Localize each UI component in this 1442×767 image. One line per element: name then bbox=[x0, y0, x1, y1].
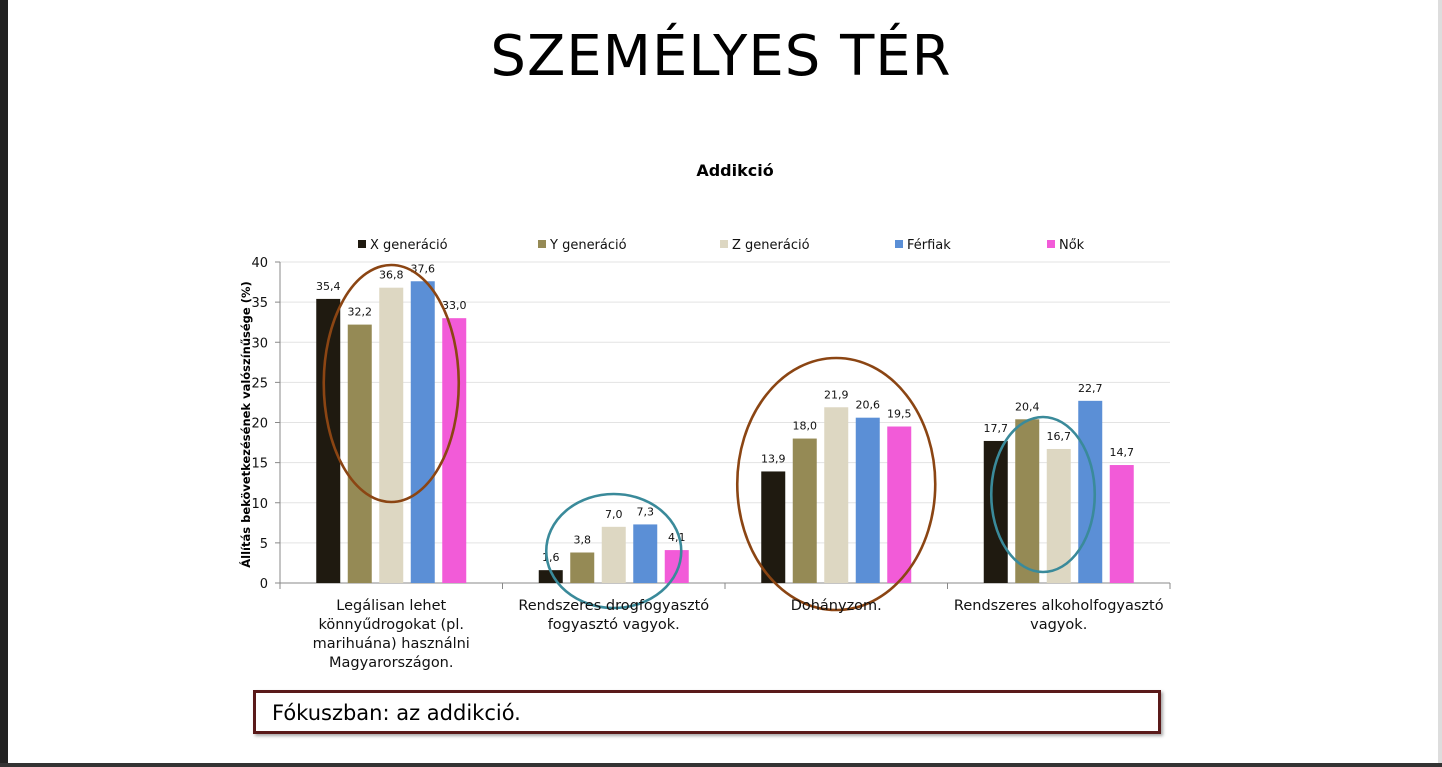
window-frame-right bbox=[1438, 0, 1442, 767]
data-label: 1,6 bbox=[542, 551, 560, 564]
x-category-label: Dohányzom. bbox=[725, 597, 948, 616]
data-label: 7,3 bbox=[637, 505, 655, 518]
y-tick-label: 25 bbox=[251, 376, 268, 391]
window-frame-bottom bbox=[0, 763, 1442, 767]
data-label: 32,2 bbox=[348, 306, 373, 319]
legend-swatch bbox=[720, 240, 728, 248]
data-label: 17,7 bbox=[984, 422, 1009, 435]
y-tick-label: 5 bbox=[260, 537, 268, 552]
bar bbox=[601, 526, 626, 583]
legend-swatch bbox=[538, 240, 546, 248]
legend-swatch bbox=[358, 240, 366, 248]
y-tick-label: 15 bbox=[251, 457, 268, 472]
slide-title: SZEMÉLYES TÉR bbox=[490, 24, 952, 89]
legend-label: Nők bbox=[1059, 238, 1085, 253]
data-label: 13,9 bbox=[761, 452, 786, 465]
bar bbox=[347, 324, 372, 583]
bar bbox=[824, 407, 849, 583]
legend-swatch bbox=[895, 240, 903, 248]
y-tick-label: 10 bbox=[251, 497, 268, 512]
bar bbox=[887, 426, 912, 583]
legend-label: Férfiak bbox=[907, 238, 951, 253]
x-category-label-line: Magyarországon. bbox=[329, 655, 454, 671]
data-label: 35,4 bbox=[316, 280, 341, 293]
x-category-label-line: vagyok. bbox=[1030, 617, 1088, 633]
data-label: 3,8 bbox=[574, 534, 592, 547]
highlight-ellipse bbox=[544, 492, 683, 610]
data-label: 14,7 bbox=[1110, 446, 1135, 459]
data-label: 36,8 bbox=[379, 269, 404, 282]
bar bbox=[633, 524, 658, 583]
data-label: 33,0 bbox=[442, 299, 467, 312]
data-label: 20,4 bbox=[1015, 400, 1040, 413]
legend-label: Y generáció bbox=[549, 238, 627, 253]
x-category-label-line: Rendszeres alkoholfogyasztó bbox=[953, 598, 1164, 614]
bar bbox=[664, 550, 689, 583]
data-label: 20,6 bbox=[856, 399, 881, 412]
y-tick-label: 30 bbox=[251, 336, 268, 351]
legend-label: X generáció bbox=[370, 238, 448, 253]
chart-title: Addikció bbox=[696, 161, 773, 180]
y-axis-label: Állítás bekövetkezésének valószínűsége (… bbox=[238, 281, 253, 567]
window-frame-left bbox=[0, 0, 8, 767]
x-category-label-line: Legálisan lehet bbox=[336, 598, 447, 614]
x-category-label-line: marihuána) használni bbox=[312, 636, 470, 652]
focus-box: Fókuszban: az addikció. bbox=[253, 690, 1161, 734]
legend-swatch bbox=[1047, 240, 1055, 248]
data-label: 21,9 bbox=[824, 388, 849, 401]
bar bbox=[379, 287, 404, 583]
data-label: 16,7 bbox=[1047, 430, 1072, 443]
y-tick-label: 20 bbox=[251, 417, 268, 432]
bar bbox=[1015, 419, 1040, 583]
highlight-ellipse bbox=[989, 415, 1097, 574]
bar bbox=[792, 438, 817, 583]
highlight-ellipse bbox=[735, 356, 937, 612]
x-category-label-line: Dohányzom. bbox=[790, 598, 882, 614]
focus-text: Fókuszban: az addikció. bbox=[272, 701, 521, 725]
y-tick-label: 35 bbox=[251, 296, 268, 311]
bar bbox=[1109, 465, 1134, 583]
bar bbox=[761, 471, 786, 583]
x-category-label-line: könnyűdrogokat (pl. bbox=[318, 617, 465, 633]
highlight-ellipse bbox=[322, 263, 461, 504]
y-tick-label: 0 bbox=[260, 577, 268, 592]
data-label: 18,0 bbox=[793, 420, 818, 433]
x-category-label: Rendszeres alkoholfogyasztó vagyok. bbox=[948, 597, 1171, 635]
x-category-label: Rendszeres drogfogyasztó fogyasztó vagyok… bbox=[503, 597, 726, 635]
bar bbox=[1078, 400, 1103, 583]
y-tick-label: 40 bbox=[251, 256, 268, 271]
x-category-label-line: fogyasztó vagyok. bbox=[547, 617, 680, 633]
data-label: 22,7 bbox=[1078, 382, 1103, 395]
bar bbox=[570, 552, 595, 583]
bar bbox=[410, 281, 435, 583]
data-label: 37,6 bbox=[411, 262, 436, 275]
bar bbox=[855, 417, 880, 583]
x-category-label: Legálisan lehet könnyűdrogokat (pl. marihu… bbox=[280, 597, 503, 673]
bar bbox=[1046, 448, 1071, 583]
x-category-label-line: Rendszeres drogfogyasztó bbox=[518, 598, 710, 614]
data-label: 7,0 bbox=[605, 508, 623, 521]
legend-label: Z generáció bbox=[732, 238, 810, 253]
data-label: 19,5 bbox=[887, 408, 912, 421]
